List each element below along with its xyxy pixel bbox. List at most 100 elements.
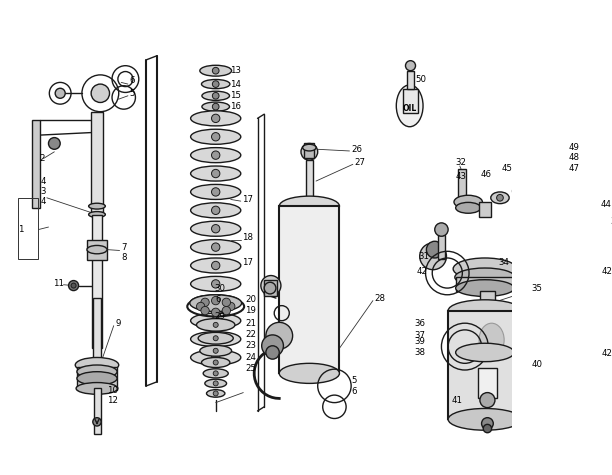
Text: 39: 39 xyxy=(415,337,425,346)
Text: 46: 46 xyxy=(481,170,491,179)
Ellipse shape xyxy=(77,365,117,379)
Circle shape xyxy=(406,61,416,71)
Bar xyxy=(279,206,340,373)
Text: 49: 49 xyxy=(569,143,580,152)
Ellipse shape xyxy=(196,319,235,331)
Bar xyxy=(304,143,315,159)
Text: 14: 14 xyxy=(230,80,241,88)
Bar xyxy=(479,202,491,217)
Text: 6: 6 xyxy=(351,387,357,396)
Bar xyxy=(94,389,101,435)
Text: 27: 27 xyxy=(354,158,365,167)
Text: 35: 35 xyxy=(532,284,543,293)
Text: 3: 3 xyxy=(40,187,46,196)
Circle shape xyxy=(212,316,220,325)
Circle shape xyxy=(55,88,65,98)
Text: 42: 42 xyxy=(416,267,427,276)
Ellipse shape xyxy=(455,268,515,286)
Text: 21: 21 xyxy=(245,319,256,328)
Ellipse shape xyxy=(456,280,514,296)
Text: 15: 15 xyxy=(230,91,241,100)
Bar xyxy=(407,71,414,89)
Ellipse shape xyxy=(454,195,482,209)
Ellipse shape xyxy=(200,345,231,356)
Ellipse shape xyxy=(190,184,241,200)
Text: 12: 12 xyxy=(107,396,118,405)
Ellipse shape xyxy=(512,186,528,196)
Ellipse shape xyxy=(279,363,340,383)
Ellipse shape xyxy=(205,379,226,388)
Ellipse shape xyxy=(190,111,241,126)
Text: 37: 37 xyxy=(415,331,426,340)
Circle shape xyxy=(517,188,523,194)
Circle shape xyxy=(212,151,220,159)
Ellipse shape xyxy=(89,203,105,209)
Text: 7: 7 xyxy=(121,244,127,252)
Text: 43: 43 xyxy=(456,171,467,180)
Ellipse shape xyxy=(448,408,521,430)
Circle shape xyxy=(212,243,220,251)
Circle shape xyxy=(480,393,495,408)
Ellipse shape xyxy=(529,180,544,190)
Ellipse shape xyxy=(202,102,230,111)
Ellipse shape xyxy=(190,332,241,347)
Circle shape xyxy=(264,282,276,294)
Bar xyxy=(93,298,101,373)
Circle shape xyxy=(435,223,448,236)
Text: 13: 13 xyxy=(230,66,241,75)
Text: 6: 6 xyxy=(130,76,135,85)
Text: 42: 42 xyxy=(602,349,612,358)
Ellipse shape xyxy=(201,358,230,368)
Ellipse shape xyxy=(397,85,423,127)
Text: 41: 41 xyxy=(452,396,463,405)
Ellipse shape xyxy=(279,196,340,216)
Ellipse shape xyxy=(456,202,481,213)
Text: 9: 9 xyxy=(116,319,121,328)
Circle shape xyxy=(213,323,218,327)
Text: 17: 17 xyxy=(242,258,253,267)
Ellipse shape xyxy=(453,258,517,280)
Bar xyxy=(91,112,103,212)
Circle shape xyxy=(212,308,220,316)
Text: 18: 18 xyxy=(242,233,253,242)
Bar xyxy=(264,280,277,296)
Ellipse shape xyxy=(576,159,594,173)
Text: 1: 1 xyxy=(18,225,24,234)
Circle shape xyxy=(266,346,279,359)
Ellipse shape xyxy=(203,369,228,378)
Text: 24: 24 xyxy=(245,353,256,362)
Ellipse shape xyxy=(77,372,117,385)
Text: 48: 48 xyxy=(569,153,580,162)
Text: 30: 30 xyxy=(214,284,225,293)
Ellipse shape xyxy=(190,239,241,255)
Circle shape xyxy=(496,194,503,201)
Text: 42: 42 xyxy=(602,267,612,276)
Circle shape xyxy=(212,298,220,306)
Ellipse shape xyxy=(190,295,242,312)
Text: 10: 10 xyxy=(107,386,118,395)
Text: 34: 34 xyxy=(498,258,509,267)
Text: 47: 47 xyxy=(569,164,580,173)
Ellipse shape xyxy=(200,65,231,76)
Circle shape xyxy=(262,335,283,357)
Circle shape xyxy=(301,143,318,160)
Circle shape xyxy=(212,261,220,270)
Circle shape xyxy=(483,304,491,313)
Circle shape xyxy=(212,114,220,123)
Bar xyxy=(87,239,107,260)
Circle shape xyxy=(212,280,220,288)
Text: 22: 22 xyxy=(245,331,256,340)
Circle shape xyxy=(212,296,220,305)
Circle shape xyxy=(213,381,218,386)
Circle shape xyxy=(201,306,209,315)
Circle shape xyxy=(196,302,205,311)
Text: 40: 40 xyxy=(532,361,543,370)
Text: 29: 29 xyxy=(214,312,225,321)
Circle shape xyxy=(212,206,220,215)
Text: 23: 23 xyxy=(245,341,256,350)
Circle shape xyxy=(420,243,447,270)
Bar xyxy=(480,292,495,303)
Circle shape xyxy=(482,418,493,429)
Ellipse shape xyxy=(448,300,521,322)
Bar xyxy=(403,89,418,113)
